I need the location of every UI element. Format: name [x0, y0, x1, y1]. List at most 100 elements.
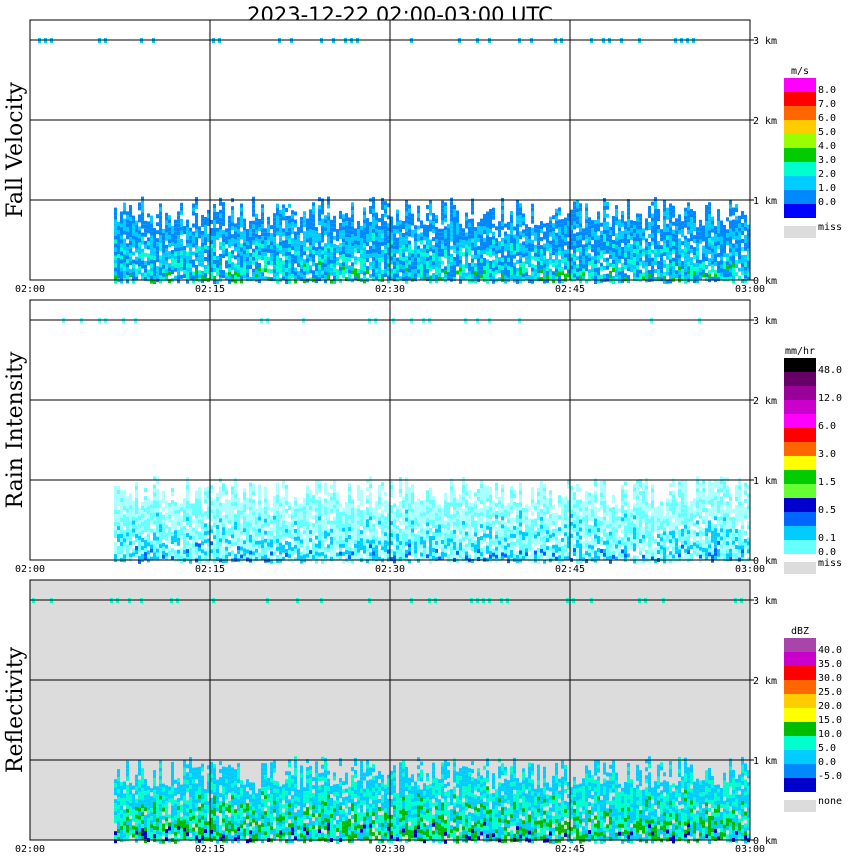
fall-velocity-cell	[687, 274, 690, 279]
fall-velocity-cell	[666, 263, 669, 268]
rain-intensity-cell	[255, 544, 258, 549]
fall-velocity-cell	[399, 224, 402, 229]
rain-intensity-cell	[318, 552, 321, 557]
fall-velocity-cell	[132, 275, 135, 280]
fall-velocity-cell	[195, 225, 198, 229]
rain-intensity-cell	[303, 538, 306, 543]
fall-velocity-cell	[183, 266, 186, 271]
fall-velocity-cell	[276, 207, 279, 212]
rain-intensity-cell	[213, 531, 216, 536]
rain-intensity-cell	[165, 536, 168, 541]
fall-velocity-cell	[153, 232, 156, 236]
fall-velocity-cell	[240, 263, 243, 268]
fall-velocity-cell	[501, 237, 504, 242]
fall-velocity-cell	[447, 224, 450, 229]
rain-intensity-cell	[144, 508, 147, 513]
rain-intensity-cell	[168, 534, 171, 539]
rain-intensity-cell	[132, 508, 135, 513]
fall-velocity-cell	[390, 260, 393, 265]
fall-velocity-cell	[615, 213, 618, 218]
fall-velocity-cell	[426, 213, 429, 217]
rain-intensity-cell	[261, 552, 264, 557]
fall-velocity-cell	[474, 227, 477, 232]
fall-velocity-cell	[732, 251, 735, 256]
fall-velocity-cell	[261, 272, 264, 277]
fall-velocity-cell	[216, 215, 219, 220]
fall-velocity-cell	[450, 265, 453, 270]
rain-intensity-cell	[408, 519, 411, 524]
fall-velocity-cell	[744, 214, 747, 219]
fall-velocity-cell	[639, 249, 642, 254]
rain-intensity-cell	[147, 522, 150, 527]
fall-velocity-cell	[624, 221, 627, 226]
fall-velocity-cell	[690, 249, 693, 254]
fall-velocity-cell	[186, 263, 189, 268]
fall-velocity-cell	[150, 271, 153, 276]
rain-intensity-cell	[366, 519, 369, 524]
fall-velocity-cell	[423, 228, 426, 233]
fall-velocity-cell	[375, 252, 378, 257]
rain-intensity-cell	[348, 523, 351, 527]
fall-velocity-cell	[165, 272, 168, 277]
rain-intensity-cell	[189, 507, 192, 512]
rain-intensity-cell	[399, 537, 402, 541]
rain-intensity-cell	[396, 509, 399, 514]
rain-intensity-cell	[384, 544, 387, 549]
rain-intensity-cell	[177, 537, 180, 542]
rain-intensity-cell	[267, 542, 270, 547]
rain-intensity-cell	[396, 525, 399, 530]
fall-velocity-cell	[312, 230, 315, 235]
rain-intensity-cell	[243, 488, 246, 493]
rain-intensity-cell	[321, 543, 324, 548]
fall-velocity-cell	[576, 244, 579, 249]
fall-velocity-cell	[519, 211, 522, 216]
rain-intensity-cell	[408, 511, 411, 516]
fall-velocity-cell	[579, 243, 582, 248]
rain-intensity-cell	[183, 526, 186, 530]
rain-intensity-cell	[255, 532, 258, 537]
fall-velocity-cell	[261, 240, 264, 245]
rain-intensity-cell	[270, 535, 273, 540]
fall-velocity-cell	[657, 269, 660, 273]
fall-velocity-cell	[441, 220, 444, 225]
fall-velocity-cell	[516, 231, 519, 236]
fall-velocity-cell	[432, 277, 435, 282]
fall-velocity-cell	[711, 256, 714, 261]
rain-intensity-cell	[303, 530, 306, 535]
fall-velocity-cell	[330, 235, 333, 240]
rain-intensity-cell	[228, 504, 231, 509]
fall-velocity-cell	[393, 257, 396, 262]
rain-intensity-cell	[153, 504, 156, 509]
fall-velocity-cell	[393, 269, 396, 274]
fall-velocity-cell	[399, 276, 402, 281]
fall-velocity-cell	[558, 243, 561, 248]
rain-intensity-cell	[306, 493, 309, 498]
rain-intensity-cell	[402, 556, 405, 561]
fall-velocity-legend-swatch	[784, 92, 816, 106]
fall-velocity-cell	[492, 271, 495, 276]
fall-velocity-cell	[351, 234, 354, 239]
fall-velocity-cell	[207, 253, 210, 258]
rain-intensity-cell	[171, 508, 174, 513]
fall-velocity-cell	[264, 264, 267, 269]
fall-velocity-cell	[141, 260, 144, 265]
rain-intensity-cell	[225, 550, 228, 555]
fall-velocity-cell	[507, 233, 510, 238]
fall-velocity-cell	[228, 259, 231, 264]
fall-velocity-cell	[132, 223, 135, 228]
fall-velocity-cell	[627, 227, 630, 232]
fall-velocity-cell	[213, 280, 216, 284]
fall-velocity-cell	[279, 225, 282, 230]
fall-velocity-cell	[435, 267, 438, 271]
fall-velocity-cell	[462, 268, 465, 273]
fall-velocity-cell	[477, 250, 480, 255]
rain-intensity-cell	[219, 514, 222, 519]
fall-velocity-cell	[549, 220, 552, 225]
rain-intensity-cell	[168, 518, 171, 523]
fall-velocity-cell	[294, 247, 297, 252]
fall-velocity-cell	[603, 222, 606, 226]
fall-velocity-cell	[732, 279, 735, 284]
fall-velocity-cell	[627, 211, 630, 216]
rain-intensity-cell	[366, 487, 369, 492]
fall-velocity-cell	[342, 262, 345, 267]
